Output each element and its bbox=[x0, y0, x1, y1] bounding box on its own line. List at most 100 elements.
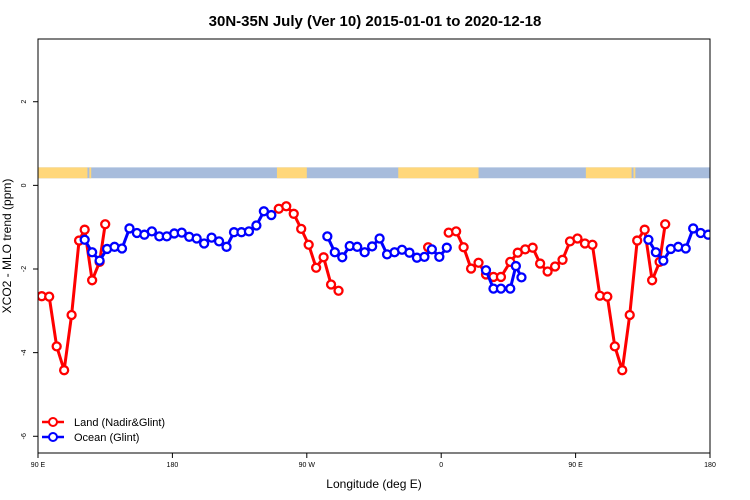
series-line bbox=[41, 224, 107, 372]
data-point bbox=[680, 243, 691, 254]
data-point bbox=[79, 224, 90, 235]
data-point bbox=[116, 243, 128, 254]
data-point bbox=[86, 247, 98, 258]
mask-ocean-band bbox=[38, 167, 710, 179]
y-tick-label: -4 bbox=[21, 349, 28, 355]
x-tick-label: 90 W bbox=[299, 462, 316, 469]
data-point bbox=[658, 255, 669, 266]
series-ocean bbox=[79, 206, 735, 294]
data-point bbox=[100, 219, 111, 230]
series-line bbox=[448, 224, 667, 372]
data-point bbox=[495, 283, 507, 294]
data-point bbox=[94, 255, 105, 266]
data-point bbox=[650, 247, 662, 258]
data-point bbox=[516, 272, 527, 283]
data-point bbox=[352, 241, 363, 252]
data-point bbox=[66, 309, 77, 321]
legend: Land (Nadir&Glint) Ocean (Glint) bbox=[42, 417, 165, 444]
data-point bbox=[404, 247, 415, 258]
data-point bbox=[281, 201, 292, 212]
data-point bbox=[325, 279, 337, 290]
data-point bbox=[318, 252, 329, 263]
y-axis-label: XCO2 - MLO trend (ppm) bbox=[0, 179, 14, 314]
data-point bbox=[542, 266, 553, 277]
data-point bbox=[632, 235, 643, 246]
data-point bbox=[465, 263, 477, 274]
data-point bbox=[639, 224, 650, 235]
data-point bbox=[587, 239, 598, 250]
data-point bbox=[702, 229, 710, 240]
x-axis-label: Longitude (deg E) bbox=[326, 477, 421, 491]
data-point bbox=[450, 226, 462, 237]
y-tick-label: 2 bbox=[21, 100, 28, 104]
data-point bbox=[198, 238, 210, 249]
plot-frame bbox=[37, 38, 711, 454]
data-point bbox=[213, 236, 225, 247]
land-ocean-mask-band bbox=[38, 167, 710, 179]
data-point bbox=[288, 208, 299, 219]
data-point bbox=[602, 291, 613, 302]
data-point bbox=[495, 271, 507, 283]
legend-entry-ocean: Ocean (Glint) bbox=[42, 432, 139, 444]
data-point bbox=[473, 257, 484, 268]
data-point bbox=[527, 242, 538, 253]
data-point bbox=[643, 234, 654, 245]
data-point bbox=[688, 223, 699, 234]
data-point bbox=[86, 275, 98, 286]
data-point bbox=[366, 241, 378, 252]
data-point bbox=[480, 265, 492, 276]
data-point bbox=[266, 209, 277, 221]
data-point bbox=[609, 341, 620, 352]
data-point bbox=[124, 223, 135, 234]
mask-land-segment bbox=[276, 167, 307, 179]
legend-entry-land: Land (Nadir&Glint) bbox=[42, 417, 165, 429]
data-point bbox=[510, 260, 522, 272]
x-axis: 90 E 180 90 W 0 90 E 180 bbox=[31, 453, 716, 469]
data-point bbox=[727, 232, 735, 240]
legend-ocean-marker bbox=[48, 432, 58, 442]
data-point bbox=[251, 220, 262, 231]
data-point bbox=[557, 254, 568, 265]
data-point bbox=[660, 219, 671, 230]
x-tick-label: 0 bbox=[439, 462, 443, 469]
data-point bbox=[374, 233, 385, 244]
data-point bbox=[359, 247, 370, 258]
data-point bbox=[434, 251, 445, 263]
y-tick-label: 0 bbox=[21, 183, 28, 187]
data-point bbox=[458, 242, 469, 253]
data-point bbox=[329, 247, 340, 258]
data-point bbox=[79, 234, 90, 245]
y-axis: -6 -4 -2 0 2 bbox=[21, 100, 38, 439]
mask-land-segment bbox=[89, 167, 92, 179]
data-point bbox=[303, 239, 314, 250]
y-tick-label: -2 bbox=[21, 266, 28, 272]
x-tick-label: 180 bbox=[167, 462, 179, 469]
data-point bbox=[243, 226, 255, 237]
data-point bbox=[712, 227, 720, 235]
data-point bbox=[51, 341, 62, 352]
data-point bbox=[572, 233, 583, 244]
legend-land-marker bbox=[48, 417, 58, 427]
data-point bbox=[646, 275, 658, 286]
mask-land-segment bbox=[633, 167, 636, 179]
data-point bbox=[44, 291, 55, 302]
legend-ocean-label: Ocean (Glint) bbox=[74, 432, 139, 444]
data-point bbox=[549, 261, 561, 272]
data-point bbox=[534, 258, 546, 269]
mask-land-segment bbox=[38, 167, 88, 179]
data-point bbox=[176, 227, 187, 238]
data-point bbox=[146, 226, 158, 237]
data-point bbox=[426, 244, 438, 255]
data-point bbox=[221, 241, 232, 252]
chart-title: 30N-35N July (Ver 10) 2015-01-01 to 2020… bbox=[209, 13, 542, 30]
data-point bbox=[191, 233, 202, 244]
series-layer bbox=[38, 201, 735, 376]
data-point bbox=[333, 285, 344, 296]
data-point bbox=[617, 365, 628, 376]
data-point bbox=[624, 309, 635, 321]
data-point bbox=[719, 232, 727, 240]
data-point bbox=[505, 283, 516, 294]
x-tick-label: 90 E bbox=[568, 462, 583, 469]
